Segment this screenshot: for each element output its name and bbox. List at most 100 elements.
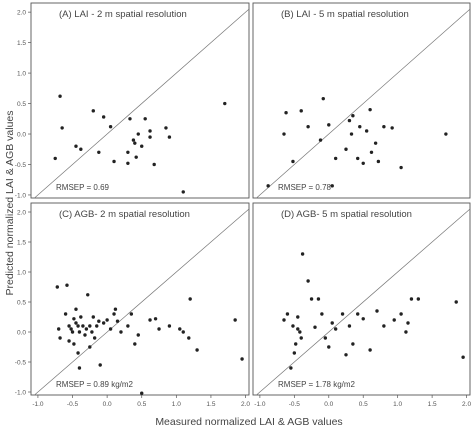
panel-a-y-tick-label: 1.5 (17, 40, 26, 47)
panel-b-data-point (282, 132, 286, 136)
panel-d-data-point (416, 297, 421, 301)
panel-b-data-point (399, 165, 403, 170)
panel-c-data-point (74, 307, 78, 311)
panel-b-data-point (444, 132, 448, 136)
panel-d-data-point (309, 297, 314, 301)
panel-c-data-point (167, 324, 172, 328)
panel-a-y-tick-label: 0.5 (17, 101, 26, 108)
panel-b-data-point (361, 161, 365, 165)
panel-c-data-point (233, 318, 237, 322)
panel-d-data-point (306, 279, 310, 283)
panel-d-data-point (351, 342, 355, 346)
panel-b-rmsep-label: RMSEP = 0.78 (278, 183, 332, 192)
panel-c-data-point (126, 324, 130, 328)
panel-c-data-point (67, 324, 71, 328)
panel-c-data-point (178, 327, 182, 331)
panel-c-data-point (98, 363, 102, 367)
panel-b-data-point (347, 118, 352, 123)
panel-c-data-point (86, 293, 90, 297)
panel-b-data-point (330, 184, 334, 188)
panel-d-data-point (399, 312, 403, 316)
panel-d-x-tick-label: 2.0 (462, 401, 471, 408)
panel-c-x-tick-label: -1.0 (32, 401, 44, 408)
panel-c-data-point (129, 312, 134, 316)
panel-a-data-point (133, 141, 137, 145)
panel-c-x-tick-label: 2.0 (241, 401, 250, 408)
panel-a-y-tick-label: 1.0 (17, 70, 26, 77)
panel-b-data-point (376, 159, 381, 164)
panel-a-data-point (108, 125, 113, 129)
panel-c-data-point (97, 319, 101, 323)
panel-d-data-point (282, 318, 286, 322)
panel-c-data-point (105, 318, 109, 322)
panel-c-data-point (153, 317, 158, 321)
panel-d-data-point (409, 297, 414, 301)
panel-d-frame (252, 202, 471, 396)
panel-a-data-point (91, 109, 95, 113)
panel-d-rmsep-label: RMSEP = 1.78 kg/m2 (278, 380, 356, 389)
panel-d-data-point (285, 312, 290, 316)
panel-c-data-point (195, 348, 199, 352)
panel-d-x-tick-label: -1.0 (254, 401, 266, 408)
panel-c-y-tick-label: 0.5 (17, 299, 26, 306)
panel-d-data-point (356, 312, 360, 316)
panel-a-data-point (58, 94, 62, 98)
panel-b-one-to-one-line (256, 8, 471, 199)
panel-c-x-tick-label: 0.0 (103, 401, 112, 408)
panel-d-data-point (368, 348, 372, 352)
panel-b-data-point (351, 114, 355, 118)
panel-a-data-point (53, 156, 57, 161)
panel-a-data-point (131, 138, 136, 142)
panel-a-data-point (136, 132, 140, 136)
panel-c-data-point (92, 336, 97, 340)
panel-b-data-point (356, 156, 360, 161)
panel-b-data-point (390, 126, 394, 130)
panel-c-y-tick-label: -0.5 (15, 359, 27, 366)
panel-c-one-to-one-line (34, 208, 250, 396)
panel-c-y-tick-label: 0.0 (17, 329, 26, 336)
panel-c-data-point (188, 297, 192, 301)
panel-a-data-point (97, 150, 101, 154)
panel-c-data-point (72, 342, 76, 346)
panel-a-data-point (181, 190, 185, 194)
panel-a-data-point (164, 126, 168, 130)
panel-d-data-point (294, 342, 298, 346)
panel-a-data-point (140, 144, 144, 148)
panel-d-data-point (296, 315, 300, 319)
panel-c-title: (C) AGB- 2 m spatial resolution (59, 209, 190, 220)
panel-c-data-point (56, 327, 61, 331)
panel-c-y-tick-label: -1.0 (15, 389, 27, 396)
panel-a-data-point (134, 155, 138, 159)
panel-a-title: (A) LAI - 2 m spatial resolution (59, 9, 187, 20)
panel-d-data-point (461, 355, 465, 359)
panel-c-data-point (70, 330, 75, 334)
panel-c-data-point (136, 333, 140, 337)
panel-a-frame (30, 2, 250, 199)
panel-d-data-point (382, 324, 386, 328)
panel-c-x-tick-label: -0.5 (67, 401, 79, 408)
panel-d-data-point (289, 366, 293, 370)
panel-c-data-point (84, 327, 89, 331)
panel-d-data-point (291, 324, 295, 328)
panel-c-data-point (76, 324, 80, 328)
panel-d-x-tick-label: 1.0 (393, 401, 402, 408)
panel-a-y-tick-label: 2.0 (17, 9, 26, 16)
panel-c-data-point (83, 333, 87, 337)
panel-a-data-point (148, 135, 152, 139)
panel-d-data-point (392, 318, 396, 322)
panel-a-data-point (79, 147, 83, 151)
panel-a-data-point (152, 162, 156, 167)
panel-c-data-point (119, 330, 123, 334)
panel-b-data-point (321, 96, 325, 101)
panel-c-data-point (240, 357, 244, 361)
panel-b-frame (252, 2, 471, 199)
panel-d-data-point (333, 327, 338, 331)
panel-c-rmsep-label: RMSEP = 0.89 kg/m2 (56, 380, 134, 389)
panel-a-data-point (167, 135, 172, 139)
panel-c-data-point (157, 327, 161, 331)
panel-d-data-point (298, 330, 302, 334)
panel-c-data-point (58, 336, 62, 340)
panel-a-data-point (126, 161, 130, 165)
panel-d-x-tick-label: 0.0 (324, 401, 333, 408)
